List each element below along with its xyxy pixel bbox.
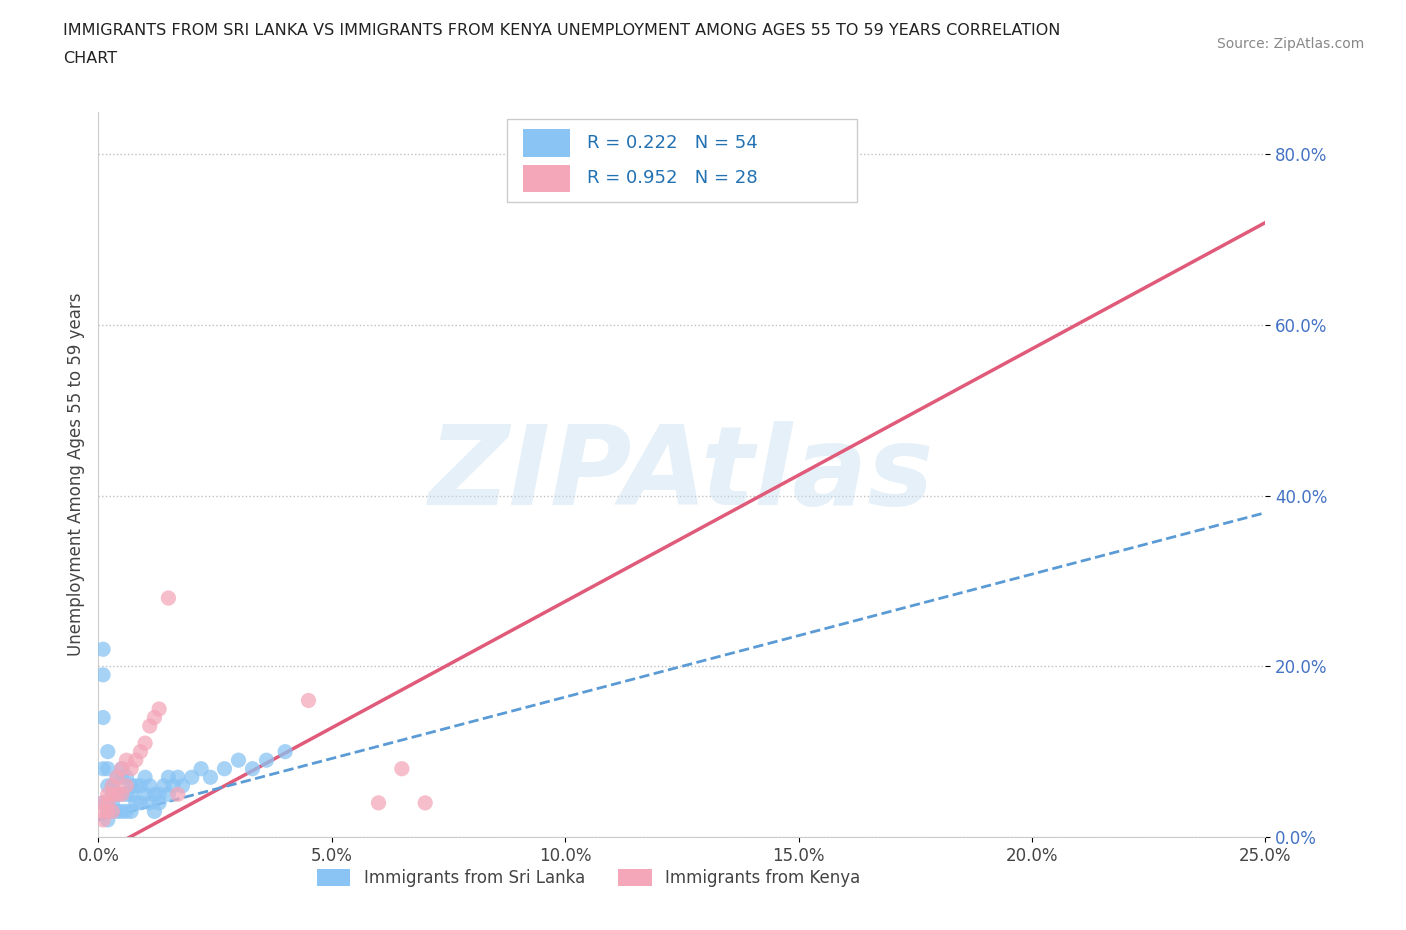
Point [242, 762, 264, 777]
Point [162, 778, 184, 793]
Point [134, 736, 156, 751]
Point [413, 795, 436, 810]
Point [91, 795, 114, 810]
Point [120, 778, 142, 793]
Point [101, 804, 124, 818]
Point [134, 770, 156, 785]
Point [91, 668, 114, 683]
Point [152, 778, 174, 793]
Point [111, 770, 134, 785]
Text: R = 0.952   N = 28: R = 0.952 N = 28 [588, 169, 758, 187]
Point [139, 719, 162, 734]
Point [91, 762, 114, 777]
Point [101, 778, 124, 793]
Y-axis label: Unemployment Among Ages 55 to 59 years: Unemployment Among Ages 55 to 59 years [66, 293, 84, 656]
Point [115, 770, 138, 785]
Point [97, 804, 120, 818]
Point [125, 778, 148, 793]
Point [97, 787, 120, 802]
Point [111, 762, 134, 777]
Point [214, 762, 236, 777]
Point [115, 787, 138, 802]
Point [105, 804, 128, 818]
Point [190, 762, 212, 777]
Point [148, 701, 170, 716]
Point [200, 770, 222, 785]
Point [101, 795, 124, 810]
Point [91, 795, 114, 810]
Point [139, 795, 162, 810]
Point [101, 804, 124, 818]
Point [111, 787, 134, 802]
Point [166, 770, 188, 785]
Point [148, 795, 170, 810]
Point [228, 752, 250, 767]
Point [157, 787, 180, 802]
Point [129, 744, 152, 759]
Point [101, 787, 124, 802]
Point [139, 778, 162, 793]
Point [111, 762, 134, 777]
Text: Source: ZipAtlas.com: Source: ZipAtlas.com [1216, 37, 1364, 51]
FancyBboxPatch shape [523, 165, 569, 193]
Point [97, 762, 120, 777]
Point [91, 804, 114, 818]
FancyBboxPatch shape [523, 129, 569, 156]
Point [143, 711, 166, 725]
Point [111, 804, 134, 818]
FancyBboxPatch shape [508, 119, 856, 203]
Point [120, 804, 142, 818]
Point [91, 642, 114, 657]
Point [391, 762, 413, 777]
Point [91, 711, 114, 725]
Point [297, 693, 319, 708]
Point [101, 787, 124, 802]
Point [180, 770, 202, 785]
Point [157, 770, 180, 785]
Point [115, 752, 138, 767]
Point [148, 787, 170, 802]
Point [111, 787, 134, 802]
Point [367, 795, 389, 810]
Point [129, 795, 152, 810]
Point [157, 591, 180, 605]
Point [172, 778, 194, 793]
Point [97, 795, 120, 810]
Point [120, 787, 142, 802]
Point [143, 787, 166, 802]
Point [97, 795, 120, 810]
Point [115, 778, 138, 793]
Point [120, 762, 142, 777]
Point [101, 778, 124, 793]
Point [105, 770, 128, 785]
Text: ZIPAtlas: ZIPAtlas [429, 420, 935, 528]
Text: CHART: CHART [63, 51, 117, 66]
Point [97, 778, 120, 793]
Point [256, 752, 278, 767]
Point [105, 787, 128, 802]
Text: IMMIGRANTS FROM SRI LANKA VS IMMIGRANTS FROM KENYA UNEMPLOYMENT AMONG AGES 55 TO: IMMIGRANTS FROM SRI LANKA VS IMMIGRANTS … [63, 23, 1060, 38]
Point [97, 813, 120, 828]
Point [166, 787, 188, 802]
Point [97, 804, 120, 818]
Point [91, 813, 114, 828]
Legend: Immigrants from Sri Lanka, Immigrants from Kenya: Immigrants from Sri Lanka, Immigrants fr… [311, 862, 868, 894]
Point [125, 795, 148, 810]
Point [125, 752, 148, 767]
Point [97, 744, 120, 759]
Text: R = 0.222   N = 54: R = 0.222 N = 54 [588, 134, 758, 152]
Point [115, 804, 138, 818]
Point [134, 787, 156, 802]
Point [105, 770, 128, 785]
Point [274, 744, 297, 759]
Point [105, 787, 128, 802]
Point [143, 804, 166, 818]
Point [129, 778, 152, 793]
